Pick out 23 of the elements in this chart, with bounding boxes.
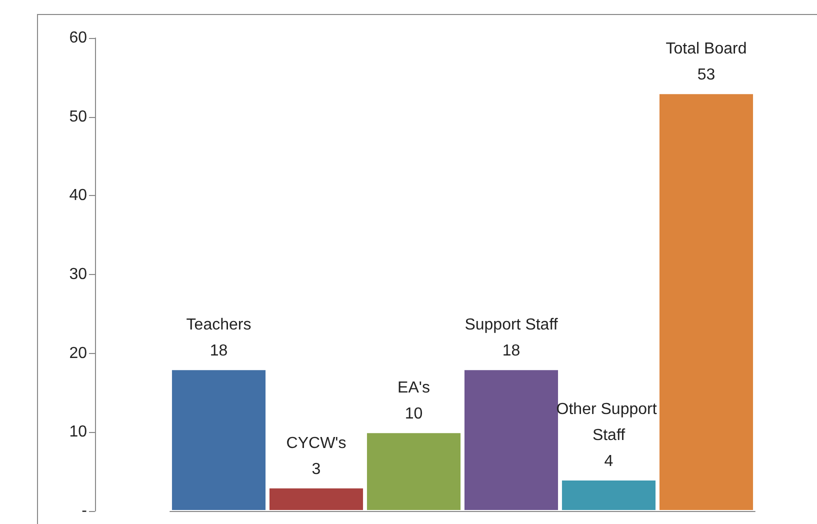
y-tick-label: 50 bbox=[69, 108, 88, 126]
bar bbox=[366, 432, 462, 511]
data-label: 10 bbox=[404, 406, 423, 423]
data-label: 4 bbox=[604, 452, 614, 470]
y-tick-label: 10 bbox=[69, 424, 88, 441]
x-tick-label: EA's bbox=[398, 380, 430, 397]
y-tick-label: 40 bbox=[69, 187, 88, 204]
y-tick-label: 30 bbox=[69, 266, 88, 283]
data-label: 18 bbox=[210, 342, 228, 360]
data-label: 18 bbox=[502, 342, 520, 360]
x-tick-label: Teachers bbox=[186, 316, 252, 334]
y-tick-label: 60 bbox=[69, 30, 88, 46]
data-label: 53 bbox=[697, 66, 716, 84]
bar bbox=[560, 479, 657, 511]
bar bbox=[170, 369, 267, 511]
y-tick-label: - bbox=[82, 502, 87, 520]
y-tick-label: 20 bbox=[69, 344, 88, 362]
bar bbox=[268, 487, 364, 511]
x-tick-label: Support Staff bbox=[464, 316, 558, 334]
data-label: 3 bbox=[312, 460, 321, 478]
x-tick-label: CYCW's bbox=[286, 434, 346, 452]
x-tick-label: Total Board bbox=[666, 40, 747, 58]
bar bbox=[658, 93, 754, 511]
